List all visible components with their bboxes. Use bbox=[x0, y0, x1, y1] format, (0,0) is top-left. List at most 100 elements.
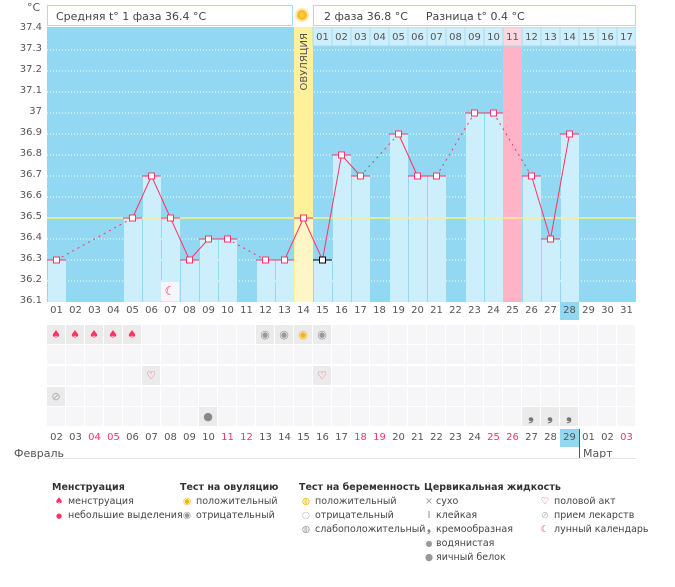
grid-cell[interactable] bbox=[218, 387, 236, 406]
grid-cell[interactable] bbox=[389, 387, 407, 406]
ovulation-negative-icon-cell[interactable] bbox=[313, 325, 331, 344]
grid-cell[interactable] bbox=[351, 325, 369, 344]
calendar-date[interactable]: 13 bbox=[259, 432, 272, 443]
calendar-date[interactable]: 06 bbox=[126, 432, 139, 443]
calendar-date[interactable]: 23 bbox=[449, 432, 462, 443]
grid-cell[interactable] bbox=[408, 387, 426, 406]
grid-cell[interactable] bbox=[598, 345, 616, 364]
grid-cell[interactable] bbox=[123, 407, 141, 426]
grid-cell[interactable] bbox=[47, 407, 65, 426]
grid-cell[interactable] bbox=[180, 325, 198, 344]
grid-cell[interactable] bbox=[332, 366, 350, 385]
grid-cell[interactable] bbox=[294, 345, 312, 364]
date-label[interactable]: 30 bbox=[601, 305, 614, 316]
grid-cell[interactable] bbox=[389, 366, 407, 385]
grid-cell[interactable] bbox=[560, 366, 578, 385]
grid-cell[interactable] bbox=[85, 345, 103, 364]
grid-cell[interactable] bbox=[503, 325, 521, 344]
grid-cell[interactable] bbox=[522, 345, 540, 364]
grid-cell[interactable] bbox=[256, 387, 274, 406]
grid-cell[interactable] bbox=[218, 366, 236, 385]
grid-cell[interactable] bbox=[503, 407, 521, 426]
grid-cell[interactable] bbox=[465, 387, 483, 406]
calendar-date[interactable]: 24 bbox=[468, 432, 481, 443]
grid-cell[interactable] bbox=[579, 387, 597, 406]
grid-cell[interactable] bbox=[294, 366, 312, 385]
grid-cell[interactable] bbox=[370, 345, 388, 364]
grid-cell[interactable] bbox=[237, 325, 255, 344]
grid-cell[interactable] bbox=[541, 366, 559, 385]
grid-cell[interactable] bbox=[332, 407, 350, 426]
pill-icon-cell[interactable] bbox=[47, 387, 65, 406]
grid-cell[interactable] bbox=[370, 387, 388, 406]
calendar-date[interactable]: 12 bbox=[240, 432, 253, 443]
grid-cell[interactable] bbox=[161, 345, 179, 364]
grid-cell[interactable] bbox=[180, 407, 198, 426]
grid-cell[interactable] bbox=[465, 325, 483, 344]
grid-cell[interactable] bbox=[560, 345, 578, 364]
grid-cell[interactable] bbox=[598, 387, 616, 406]
grid-cell[interactable] bbox=[85, 387, 103, 406]
grid-cell[interactable] bbox=[446, 345, 464, 364]
date-label[interactable]: 12 bbox=[259, 305, 272, 316]
grid-cell[interactable] bbox=[579, 407, 597, 426]
date-label[interactable]: 29 bbox=[582, 305, 595, 316]
grid-cell[interactable] bbox=[161, 387, 179, 406]
grid-cell[interactable] bbox=[503, 387, 521, 406]
grid-cell[interactable] bbox=[332, 345, 350, 364]
grid-cell[interactable] bbox=[313, 345, 331, 364]
grid-cell[interactable] bbox=[47, 366, 65, 385]
grid-cell[interactable] bbox=[484, 366, 502, 385]
ovulation-negative-icon-cell[interactable] bbox=[275, 325, 293, 344]
calendar-date[interactable]: 02 bbox=[601, 432, 614, 443]
grid-cell[interactable] bbox=[142, 387, 160, 406]
grid-cell[interactable] bbox=[256, 407, 274, 426]
grid-cell[interactable] bbox=[503, 366, 521, 385]
grid-cell[interactable] bbox=[294, 407, 312, 426]
grid-cell[interactable] bbox=[332, 387, 350, 406]
grid-cell[interactable] bbox=[522, 366, 540, 385]
grid-cell[interactable] bbox=[104, 407, 122, 426]
creamy-icon-cell[interactable] bbox=[522, 407, 540, 426]
date-label[interactable]: 15 bbox=[316, 305, 329, 316]
date-label[interactable]: 05 bbox=[126, 305, 139, 316]
grid-cell[interactable] bbox=[66, 407, 84, 426]
date-label[interactable]: 17 bbox=[354, 305, 367, 316]
ovulation-negative-icon-cell[interactable] bbox=[256, 325, 274, 344]
grid-cell[interactable] bbox=[161, 325, 179, 344]
grid-cell[interactable] bbox=[161, 407, 179, 426]
grid-cell[interactable] bbox=[579, 366, 597, 385]
grid-cell[interactable] bbox=[617, 387, 635, 406]
heart-icon-cell[interactable] bbox=[313, 366, 331, 385]
calendar-date[interactable]: 27 bbox=[525, 432, 538, 443]
date-label[interactable]: 26 bbox=[525, 305, 538, 316]
calendar-date[interactable]: 22 bbox=[430, 432, 443, 443]
calendar-date[interactable]: 20 bbox=[392, 432, 405, 443]
creamy-icon-cell[interactable] bbox=[560, 407, 578, 426]
date-label[interactable]: 09 bbox=[202, 305, 215, 316]
date-label[interactable]: 28 bbox=[560, 302, 579, 320]
calendar-date[interactable]: 28 bbox=[544, 432, 557, 443]
calendar-date[interactable]: 11 bbox=[221, 432, 234, 443]
grid-cell[interactable] bbox=[142, 325, 160, 344]
calendar-date[interactable]: 09 bbox=[183, 432, 196, 443]
calendar-date[interactable]: 29 bbox=[560, 429, 579, 447]
date-label[interactable]: 10 bbox=[221, 305, 234, 316]
grid-cell[interactable] bbox=[294, 387, 312, 406]
grid-cell[interactable] bbox=[541, 345, 559, 364]
calendar-date[interactable]: 14 bbox=[278, 432, 291, 443]
grid-cell[interactable] bbox=[389, 345, 407, 364]
grid-cell[interactable] bbox=[465, 345, 483, 364]
grid-cell[interactable] bbox=[85, 407, 103, 426]
grid-cell[interactable] bbox=[408, 345, 426, 364]
grid-cell[interactable] bbox=[465, 407, 483, 426]
grid-cell[interactable] bbox=[617, 325, 635, 344]
grid-cell[interactable] bbox=[199, 387, 217, 406]
grid-cell[interactable] bbox=[313, 387, 331, 406]
grid-cell[interactable] bbox=[484, 387, 502, 406]
grid-cell[interactable] bbox=[522, 387, 540, 406]
grid-cell[interactable] bbox=[541, 387, 559, 406]
grid-cell[interactable] bbox=[351, 387, 369, 406]
date-label[interactable]: 23 bbox=[468, 305, 481, 316]
grid-cell[interactable] bbox=[446, 325, 464, 344]
